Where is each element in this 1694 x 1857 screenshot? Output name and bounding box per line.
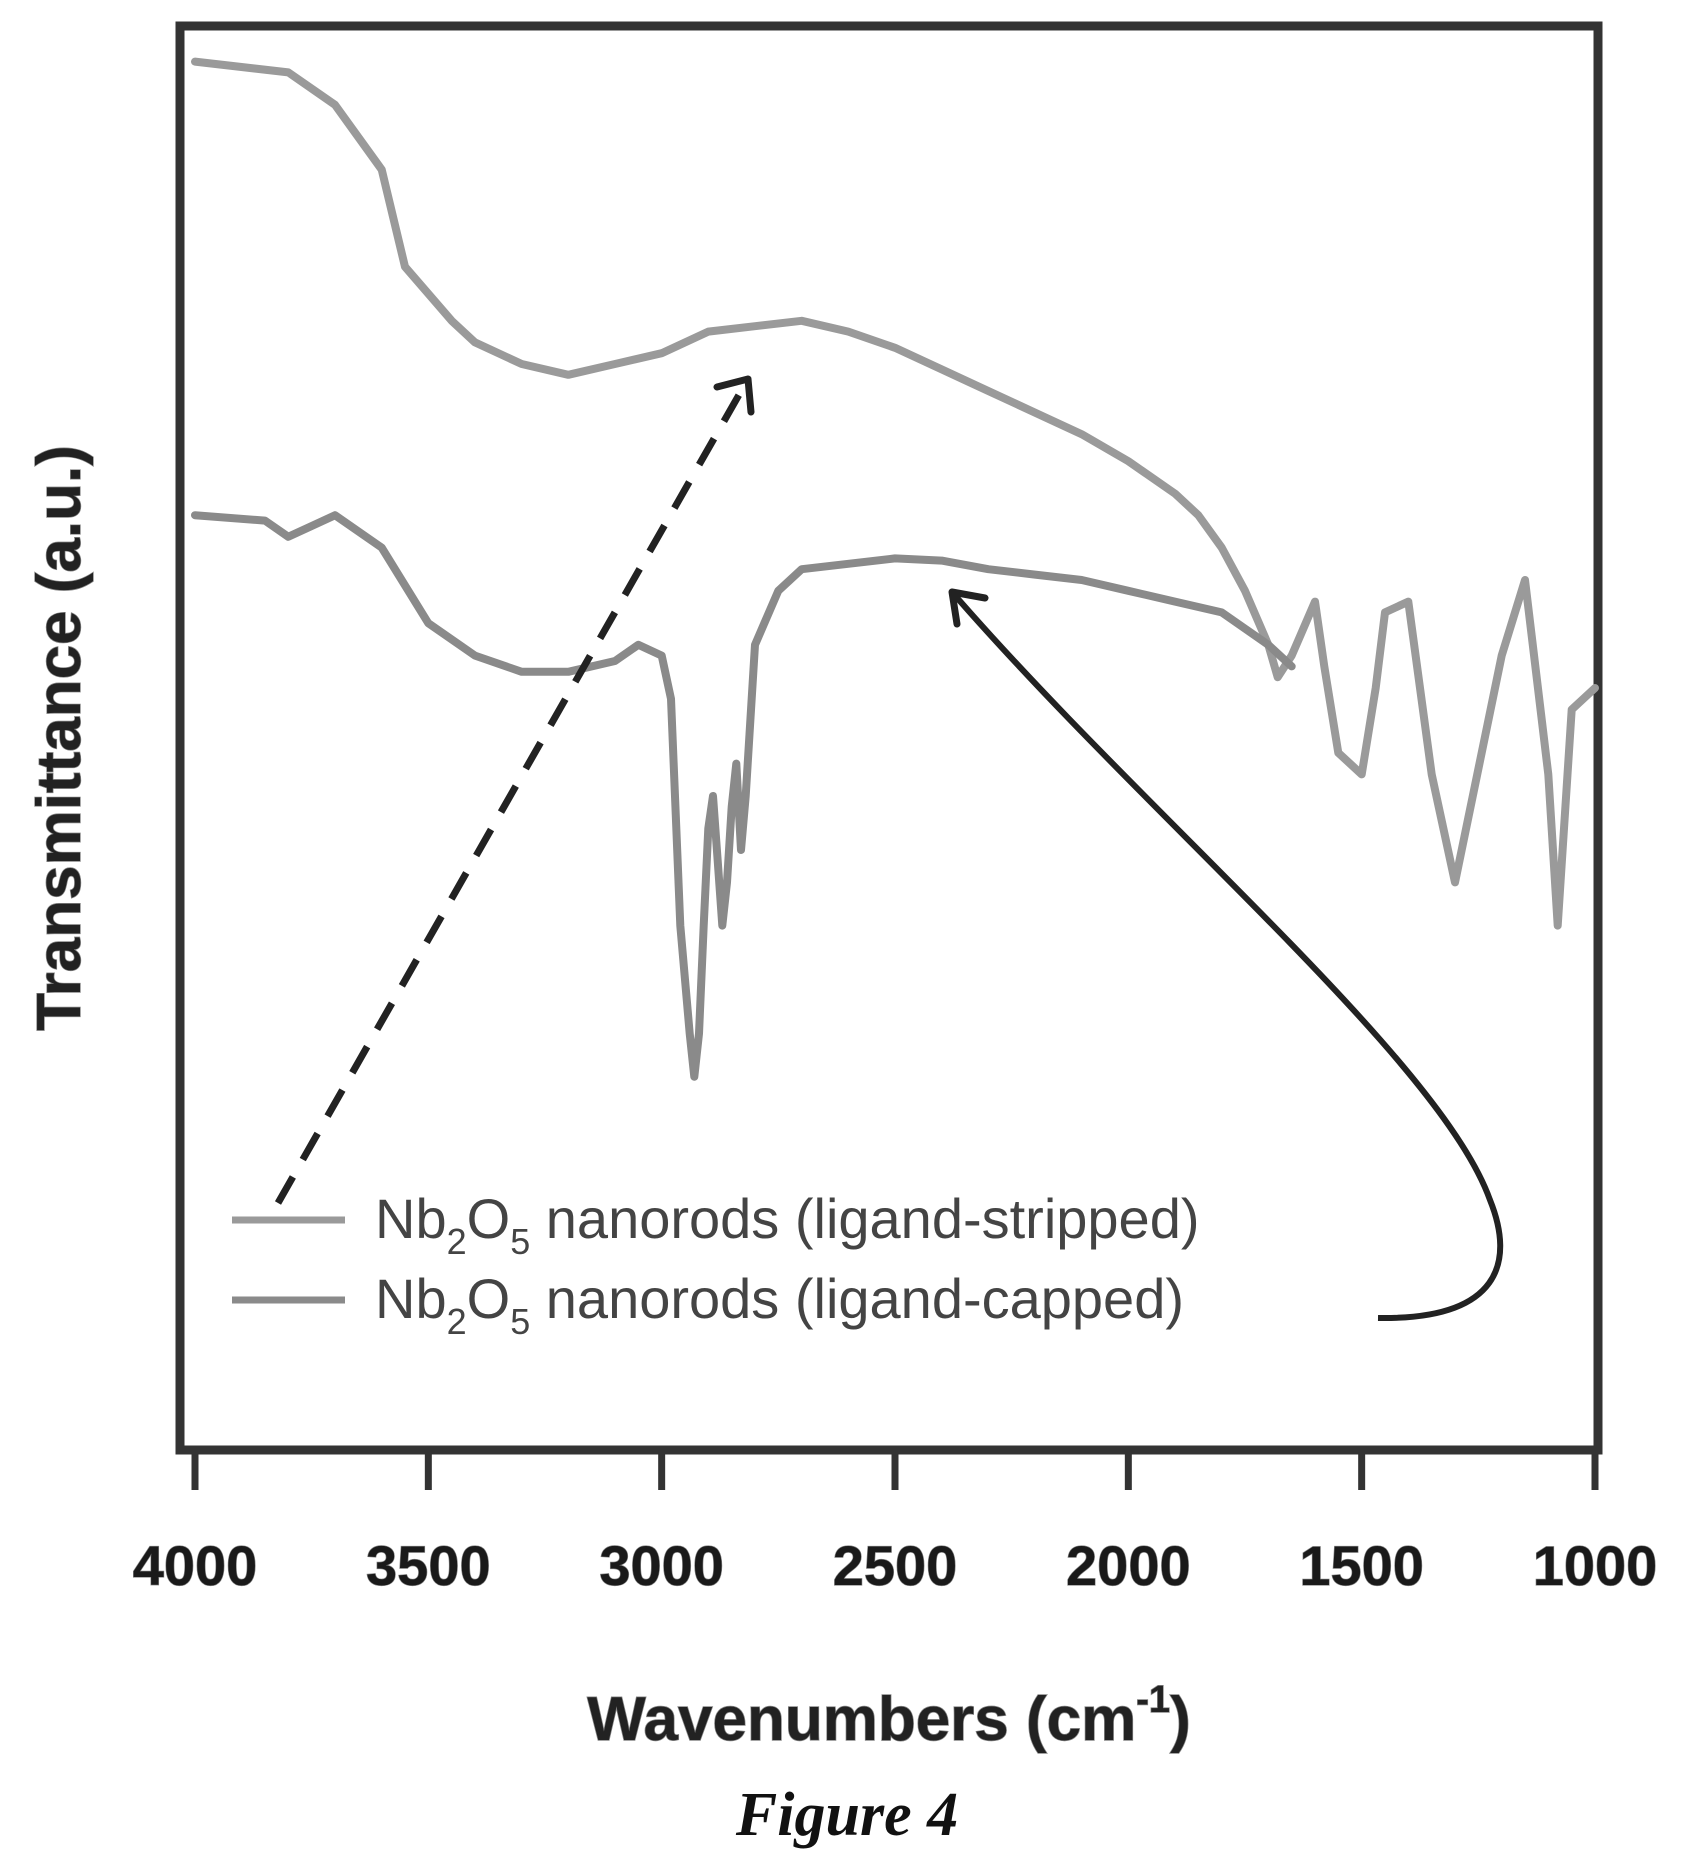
dashed-arrow-line — [274, 377, 752, 1205]
dashed-arrow-head — [713, 375, 755, 416]
legend: Nb2O5 nanorods (ligand-stripped)Nb2O5 na… — [232, 1187, 1199, 1342]
legend-label-ligand-stripped: Nb2O5 nanorods (ligand-stripped) — [375, 1187, 1199, 1262]
x-tick-label: 1500 — [1299, 1534, 1424, 1597]
x-axis-tick-labels: 4000 3500 3000 2500 2000 1500 1000 — [132, 1533, 1658, 1597]
annotation-arrows — [274, 375, 1504, 1322]
series-line-ligand-capped — [191, 511, 1296, 1081]
y-axis-title: Transmittance (a.u.) — [25, 445, 94, 1031]
x-axis-title-superscript: -1 — [1136, 1679, 1170, 1721]
x-tick-label: 4000 — [133, 1534, 258, 1597]
solid-arrow-line — [949, 590, 1504, 1322]
x-axis-title-close: ) — [1170, 1685, 1191, 1754]
x-tick-label: 2000 — [1066, 1534, 1191, 1597]
series-line-ligand-stripped — [191, 57, 1599, 930]
plot-frame — [175, 21, 1603, 1455]
series-layer — [191, 57, 1599, 1081]
x-tick-label: 1000 — [1533, 1534, 1658, 1597]
x-tick-label: 3000 — [599, 1534, 724, 1597]
solid-arrow-head — [948, 588, 989, 628]
figure-caption: Figure 4 — [735, 1781, 958, 1849]
x-axis-title: Wavenumbers (cm-1) — [587, 1679, 1190, 1754]
x-tick-label: 3500 — [366, 1534, 491, 1597]
legend-label-ligand-capped: Nb2O5 nanorods (ligand-capped) — [375, 1267, 1184, 1342]
x-axis-title-text: Wavenumbers (cm — [587, 1685, 1136, 1754]
x-axis-ticks — [191, 1450, 1599, 1490]
x-tick-label: 2500 — [833, 1534, 958, 1597]
